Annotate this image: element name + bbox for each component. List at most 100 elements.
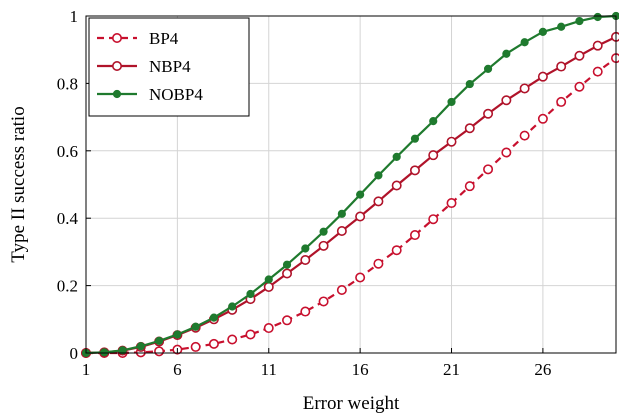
y-tick-label: 0.8 <box>57 74 78 93</box>
data-point <box>446 136 457 147</box>
data-point <box>337 209 346 218</box>
legend-label: NOBP4 <box>149 85 203 104</box>
data-point <box>556 96 567 107</box>
data-point <box>173 330 182 339</box>
data-point <box>282 315 293 326</box>
series-layer <box>81 11 619 358</box>
data-point <box>301 244 310 253</box>
series-nobp4 <box>81 11 619 358</box>
data-point <box>574 81 585 92</box>
data-point <box>410 134 420 143</box>
data-point <box>611 53 619 64</box>
data-point <box>611 31 619 42</box>
data-point <box>519 83 530 94</box>
data-point <box>209 313 219 322</box>
data-point <box>464 123 475 134</box>
data-point <box>483 64 493 74</box>
y-tick-label: 0.4 <box>57 209 79 228</box>
data-point <box>282 268 293 279</box>
data-point <box>502 49 511 58</box>
x-tick-label: 11 <box>261 360 277 379</box>
data-point <box>557 22 566 31</box>
data-point <box>336 284 347 295</box>
legend-marker <box>112 89 122 99</box>
x-tick-label: 1 <box>82 360 91 379</box>
x-tick-label: 21 <box>443 360 460 379</box>
data-point <box>556 61 567 72</box>
data-point <box>537 71 548 82</box>
data-point <box>300 254 311 265</box>
data-point <box>391 245 402 256</box>
data-point <box>263 323 274 334</box>
data-point <box>263 281 274 292</box>
legend-item-nobp4: NOBP4 <box>97 85 203 104</box>
data-point <box>100 348 109 357</box>
data-point <box>227 334 238 345</box>
data-point <box>409 230 420 241</box>
plot-frame <box>85 15 617 354</box>
data-point <box>191 322 200 331</box>
data-point <box>483 108 494 119</box>
data-point <box>392 152 401 161</box>
data-point <box>374 171 383 180</box>
data-point <box>319 227 328 236</box>
data-point <box>246 289 255 299</box>
data-point <box>519 130 530 141</box>
data-point <box>409 165 420 176</box>
legend-label: BP4 <box>149 29 179 48</box>
data-point <box>208 338 219 349</box>
data-point <box>446 198 457 209</box>
data-point <box>245 329 256 340</box>
data-point <box>465 79 474 89</box>
x-axis-label: Error weight <box>303 393 400 414</box>
x-tick-label: 26 <box>534 360 551 379</box>
x-tick-label: 16 <box>352 360 369 379</box>
data-point <box>355 272 366 283</box>
data-point <box>318 296 329 307</box>
data-point <box>520 38 529 47</box>
data-point <box>300 306 311 317</box>
y-axis-label: Type II success ratio <box>8 106 29 262</box>
data-point <box>428 150 439 161</box>
y-tick-label: 0.6 <box>57 142 78 161</box>
x-tick-label: 6 <box>173 360 182 379</box>
data-point <box>282 260 292 269</box>
legend: BP4 NBP4 NOBP4 <box>88 17 250 117</box>
data-point <box>391 180 402 191</box>
data-point <box>592 66 603 77</box>
legend-item-nbp4: NBP4 <box>97 57 191 76</box>
legend-item-bp4: BP4 <box>97 29 179 48</box>
data-point <box>483 164 494 175</box>
data-point <box>264 275 273 284</box>
legend-marker <box>112 60 123 71</box>
legend-marker <box>112 32 123 43</box>
data-point <box>118 346 127 355</box>
y-tick-label: 1 <box>70 7 79 26</box>
data-point <box>575 16 584 26</box>
data-point <box>593 12 602 22</box>
y-tick-label: 0.2 <box>57 277 78 296</box>
data-point <box>574 50 585 61</box>
data-point <box>373 196 384 207</box>
data-point <box>429 117 438 126</box>
data-point <box>136 342 145 351</box>
data-point <box>355 211 366 222</box>
data-point <box>318 240 329 251</box>
data-point <box>428 214 439 225</box>
data-point <box>538 27 547 36</box>
data-point <box>501 95 512 106</box>
data-point <box>336 226 347 237</box>
data-point <box>356 190 365 199</box>
data-point <box>190 341 201 352</box>
data-point <box>228 302 237 311</box>
data-point <box>464 181 475 192</box>
legend-label: NBP4 <box>149 57 191 76</box>
data-point <box>592 40 603 51</box>
data-point <box>373 258 384 269</box>
data-point <box>447 97 456 107</box>
y-tick-label: 0 <box>70 344 79 363</box>
data-point <box>155 336 164 345</box>
data-point <box>154 346 165 357</box>
